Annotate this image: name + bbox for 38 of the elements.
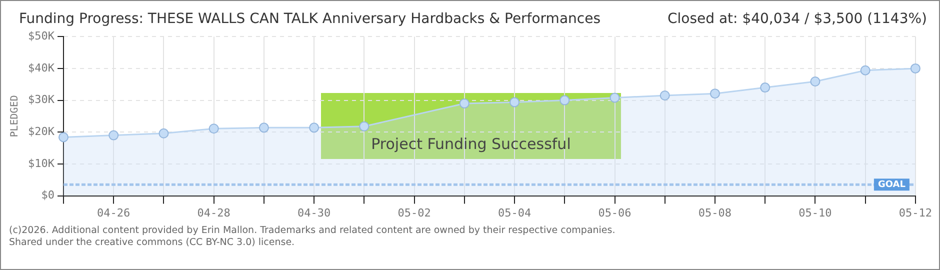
- point: [760, 82, 770, 93]
- point: [560, 95, 570, 106]
- x-tick-label: 05-02: [398, 206, 431, 220]
- y-tick-label: $10K: [28, 156, 55, 170]
- point: [710, 88, 720, 99]
- x-tick-label: 05-04: [498, 206, 532, 220]
- point: [459, 98, 470, 108]
- point: [208, 124, 219, 134]
- point: [108, 130, 119, 140]
- point: [359, 121, 370, 132]
- chart-title: Funding Progress: THESE WALLS CAN TALK Anniversary Hardbacks & Performances: [19, 11, 601, 27]
- point: [860, 65, 870, 76]
- y-tick-label: $0: [41, 188, 54, 202]
- x-tick-label: 05-10: [798, 206, 832, 220]
- y-tick-label: $50K: [28, 29, 55, 42]
- y-tick-label: $30K: [28, 93, 55, 106]
- y-tick-label: $40K: [28, 61, 55, 74]
- point: [258, 122, 269, 133]
- point: [910, 63, 920, 74]
- y-tick-label: $20K: [28, 124, 55, 138]
- point: [660, 90, 670, 101]
- x-tick-label: 05-06: [598, 206, 632, 220]
- text: (c)2026. Additional content provided by Erin Mallon. Trademarks and related content are owned by their respective companies.: [9, 225, 616, 237]
- x-tick-label: 04-30: [298, 206, 331, 220]
- point: [58, 132, 68, 142]
- y-axis-title: PLEDGED: [10, 95, 21, 138]
- point: [158, 128, 169, 138]
- x-tick-label: 04-26: [97, 206, 130, 220]
- point: [510, 97, 520, 108]
- ref-line-label: GOAL: [878, 180, 906, 190]
- point: [610, 92, 620, 103]
- x-tick-label: 05-08: [698, 206, 732, 220]
- x-tick-label: 04-28: [197, 206, 230, 220]
- x-tick-label: 05-12: [898, 206, 932, 220]
- chart-subtitle: Closed at: $40,034 / $3,500 (1143%): [667, 11, 927, 27]
- point: [309, 122, 320, 133]
- text: Shared under the creative commons (CC BY-NC 3.0) license.: [9, 237, 296, 249]
- point: [810, 76, 820, 86]
